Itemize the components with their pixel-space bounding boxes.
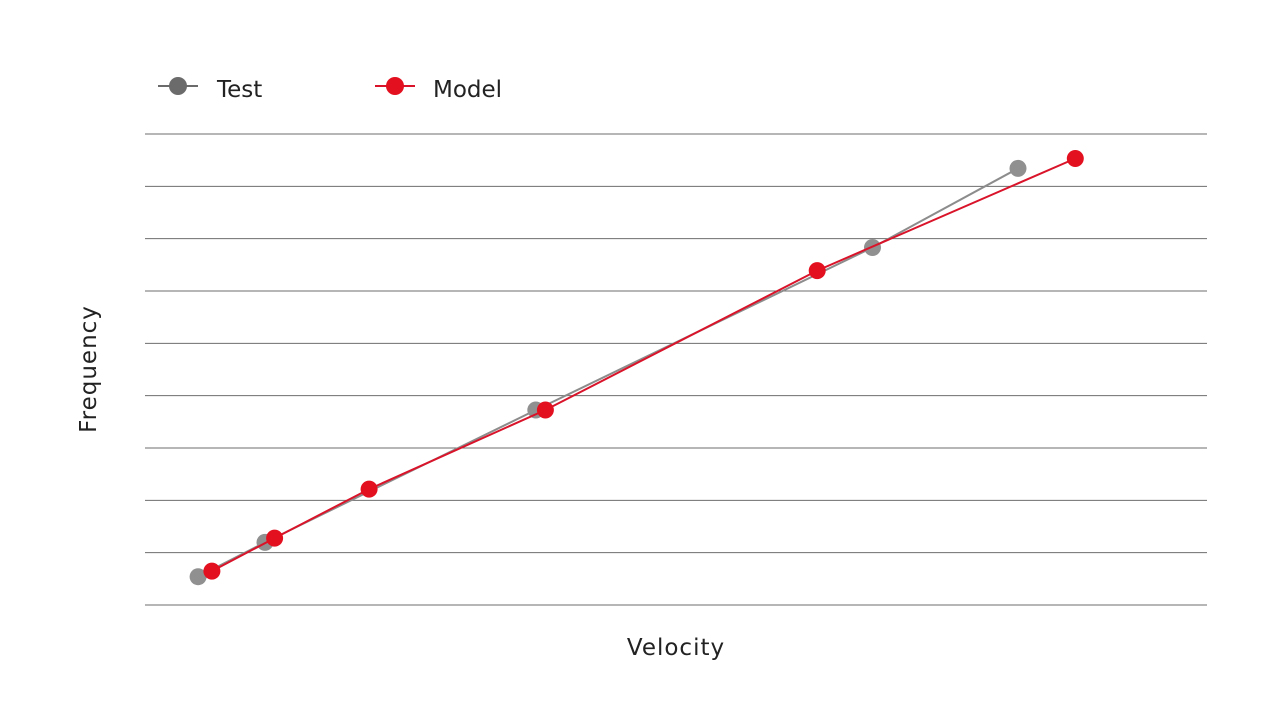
series-test-point: [1009, 159, 1027, 177]
series-model-point: [203, 562, 221, 580]
legend-model-marker: [386, 77, 404, 95]
gridlines: [145, 133, 1207, 606]
y-axis-title: Frequency: [76, 305, 102, 433]
series-model-point: [808, 262, 826, 280]
series-test-line: [197, 167, 1019, 578]
series-model-point: [536, 401, 554, 419]
legend-item-model: Model: [375, 77, 502, 103]
legend: Test Model: [158, 77, 502, 103]
series-model-point: [266, 529, 284, 547]
legend-model-label: Model: [433, 77, 502, 103]
series-model-line: [211, 157, 1076, 572]
x-axis-title: Velocity: [627, 635, 725, 661]
legend-item-test: Test: [158, 77, 262, 103]
series-model-point: [1066, 150, 1084, 167]
plot-area: [189, 150, 1084, 586]
series-test-point: [189, 568, 207, 586]
series-model: [203, 150, 1084, 580]
series-model-point: [360, 480, 378, 498]
legend-test-label: Test: [216, 77, 262, 103]
legend-test-marker: [169, 77, 187, 95]
series-test: [189, 159, 1027, 586]
